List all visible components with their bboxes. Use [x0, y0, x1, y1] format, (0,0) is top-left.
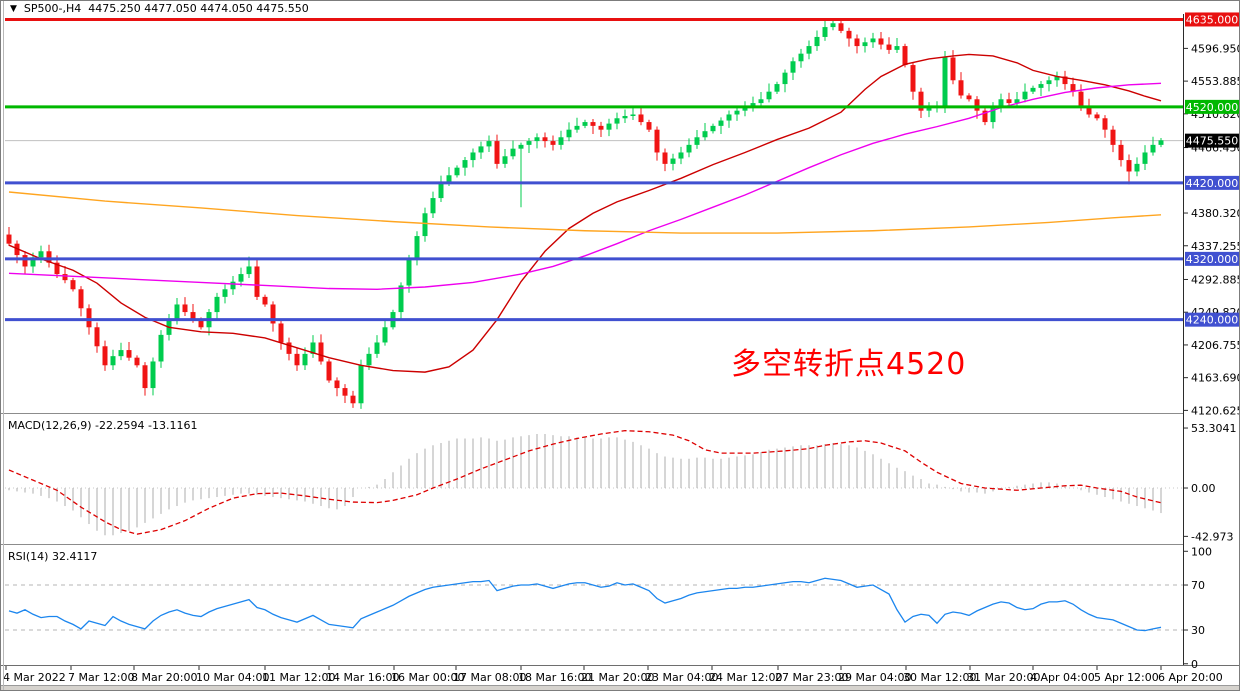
price-axis-label: 4120.625 [1191, 404, 1240, 417]
time-axis-label: 11 Mar 12:00 [262, 671, 335, 684]
svg-text:4635.000: 4635.000 [1186, 13, 1239, 26]
time-axis-label: 24 Mar 12:00 [709, 671, 782, 684]
time-axis-label: 30 Mar 12:00 [903, 671, 976, 684]
time-axis-label: 6 Apr 20:00 [1158, 671, 1223, 684]
svg-text:4240.000: 4240.000 [1186, 314, 1239, 327]
price-axis-label: 4163.690 [1191, 372, 1240, 385]
price-badge: 4635.000 [1185, 12, 1239, 27]
price-axis-label: 4553.885 [1191, 75, 1240, 88]
price-axis-label: 30 [1191, 624, 1205, 637]
time-axis-label: 10 Mar 04:00 [196, 671, 269, 684]
price-axis-label: 4380.320 [1191, 207, 1240, 220]
time-axis-label: 27 Mar 23:00 [775, 671, 848, 684]
price-axis-label: 100 [1191, 545, 1212, 558]
window-left-border [3, 0, 4, 691]
ma-red-line[interactable] [8, 53, 1162, 373]
price-axis-label: 4596.950 [1191, 42, 1240, 55]
time-axis-label: 16 Mar 00:00 [391, 671, 464, 684]
macd-signal-line [8, 429, 1162, 535]
chart-title: SP500-,H4 4475.250 4477.050 4474.050 447… [23, 2, 309, 15]
time-axis-label: 23 Mar 04:00 [645, 671, 718, 684]
price-badge: 4320.000 [1185, 251, 1239, 266]
chart-title-bar[interactable]: ▼ SP500-,H4 4475.250 4477.050 4474.050 4… [5, 2, 315, 15]
svg-text:4320.000: 4320.000 [1186, 253, 1239, 266]
time-axis-label: 31 Mar 20:00 [967, 671, 1040, 684]
time-axis-label: 5 Apr 12:00 [1094, 671, 1159, 684]
time-axis-label: 18 Mar 16:00 [518, 671, 591, 684]
sr-lines[interactable] [5, 17, 1183, 322]
price-axis[interactable]: 4596.9504553.8854510.8204466.4504380.320… [1183, 1, 1240, 671]
time-axis-label: 4 Mar 2022 [3, 671, 66, 684]
panel-separators[interactable] [1, 413, 1239, 666]
time-axis-label: 14 Mar 16:00 [326, 671, 399, 684]
candles-layer [6, 19, 1164, 409]
time-axis-label: 7 Mar 12:00 [68, 671, 134, 684]
svg-text:4475.550: 4475.550 [1186, 135, 1239, 148]
price-badge: 4420.000 [1185, 175, 1239, 190]
price-badge: 4475.550 [1185, 133, 1239, 148]
price-axis-label: 0 [1191, 658, 1198, 671]
svg-text:4420.000: 4420.000 [1186, 177, 1239, 190]
price-axis-label: 0.00 [1191, 482, 1216, 495]
time-axis-label: 4 Apr 04:00 [1030, 671, 1095, 684]
price-axis-label: 4337.255 [1191, 240, 1240, 253]
time-axis-label: 29 Mar 04:00 [838, 671, 911, 684]
price-axis-label: -42.973 [1191, 530, 1233, 543]
price-badge: 4240.000 [1185, 312, 1239, 327]
price-axis-label: 4206.755 [1191, 339, 1240, 352]
collapse-triangle-icon[interactable]: ▼ [10, 3, 17, 14]
price-axis-label: 53.3041 [1191, 422, 1237, 435]
price-axis-label: 70 [1191, 579, 1205, 592]
macd-histogram [8, 434, 1162, 536]
time-axis-label: 21 Mar 20:00 [581, 671, 654, 684]
time-axis-label: 8 Mar 20:00 [131, 671, 197, 684]
svg-text:4520.000: 4520.000 [1186, 101, 1239, 114]
price-axis-label: 4292.885 [1191, 273, 1240, 286]
rsi-indicator-label: RSI(14) 32.4117 [8, 550, 98, 563]
time-axis-label: 17 Mar 08:00 [453, 671, 526, 684]
macd-indicator-label: MACD(12,26,9) -22.2594 -13.1161 [8, 419, 198, 432]
ma-orange-line[interactable] [8, 191, 1162, 234]
window-bottom-edge [0, 685, 1240, 691]
rsi-line [8, 577, 1162, 632]
annotation-text: 多空转折点4520 [731, 347, 967, 382]
price-badge: 4520.000 [1185, 99, 1239, 114]
